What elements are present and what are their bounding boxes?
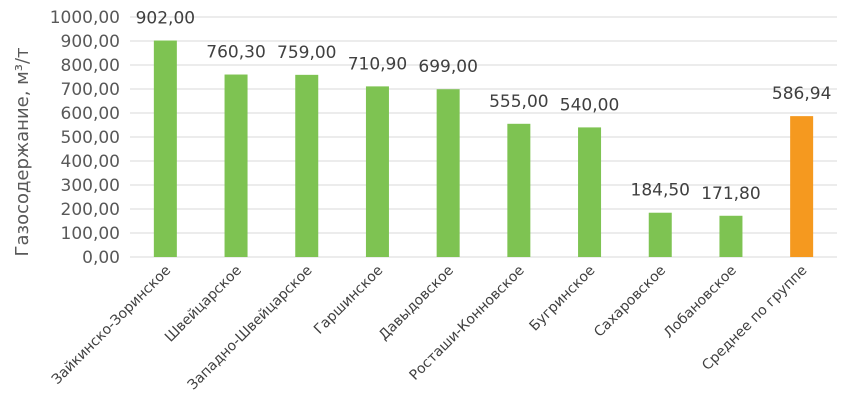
y-tick-label: 400,00 (61, 152, 120, 172)
category-label: Лобановское (661, 263, 740, 342)
data-label: 902,00 (136, 9, 195, 29)
category-label: Сахаровское (591, 263, 669, 341)
x-axis-categories: Зайкинско-ЗоринскоеШвейцарскоеЗападно-Шв… (49, 263, 811, 394)
bar (224, 74, 248, 257)
data-label: 171,80 (701, 184, 760, 204)
y-tick-label: 800,00 (61, 56, 120, 76)
data-label: 540,00 (560, 95, 619, 115)
data-label: 699,00 (418, 57, 477, 77)
data-label: 555,00 (489, 92, 548, 112)
data-label: 710,90 (348, 54, 407, 74)
y-axis-ticks: 0,00 100,00 200,00 300,00 400,00 500,00 600,00… (50, 8, 120, 268)
y-tick-label: 1000,00 (50, 8, 120, 28)
data-labels: 902,00 760,30 759,00 710,90 699,00 555,00 540,… (136, 9, 832, 204)
gridlines (130, 16, 837, 258)
data-label: 586,94 (772, 84, 831, 104)
bar (719, 215, 743, 257)
category-label: Гаршинское (311, 263, 386, 338)
y-tick-label: 300,00 (61, 176, 120, 196)
category-label: Зайкинско-Зоринское (49, 263, 174, 388)
bar (365, 86, 389, 257)
data-label: 759,00 (277, 43, 336, 63)
y-tick-label: 500,00 (61, 128, 120, 148)
bars (153, 40, 814, 258)
data-label: 760,30 (206, 43, 265, 63)
y-tick-label: 100,00 (61, 224, 120, 244)
data-label: 184,50 (631, 181, 690, 201)
category-label: Западно-Швейцарское (185, 263, 316, 394)
y-tick-label: 200,00 (61, 200, 120, 220)
bar (436, 89, 460, 258)
bar (578, 127, 602, 258)
bar (790, 116, 814, 257)
y-tick-label: 700,00 (61, 80, 120, 100)
bar (507, 123, 531, 257)
category-label: Давыдовское (376, 263, 457, 344)
bar (295, 74, 319, 257)
category-label: Росташи-Конновское (406, 263, 527, 384)
y-tick-label: 600,00 (61, 104, 120, 124)
y-tick-label: 0,00 (82, 248, 120, 268)
y-axis-title: Газосодержание, м³/т (12, 47, 33, 256)
bar (153, 40, 177, 257)
category-label: Бугринское (526, 263, 598, 335)
bar (648, 212, 672, 257)
y-tick-label: 900,00 (61, 32, 120, 52)
